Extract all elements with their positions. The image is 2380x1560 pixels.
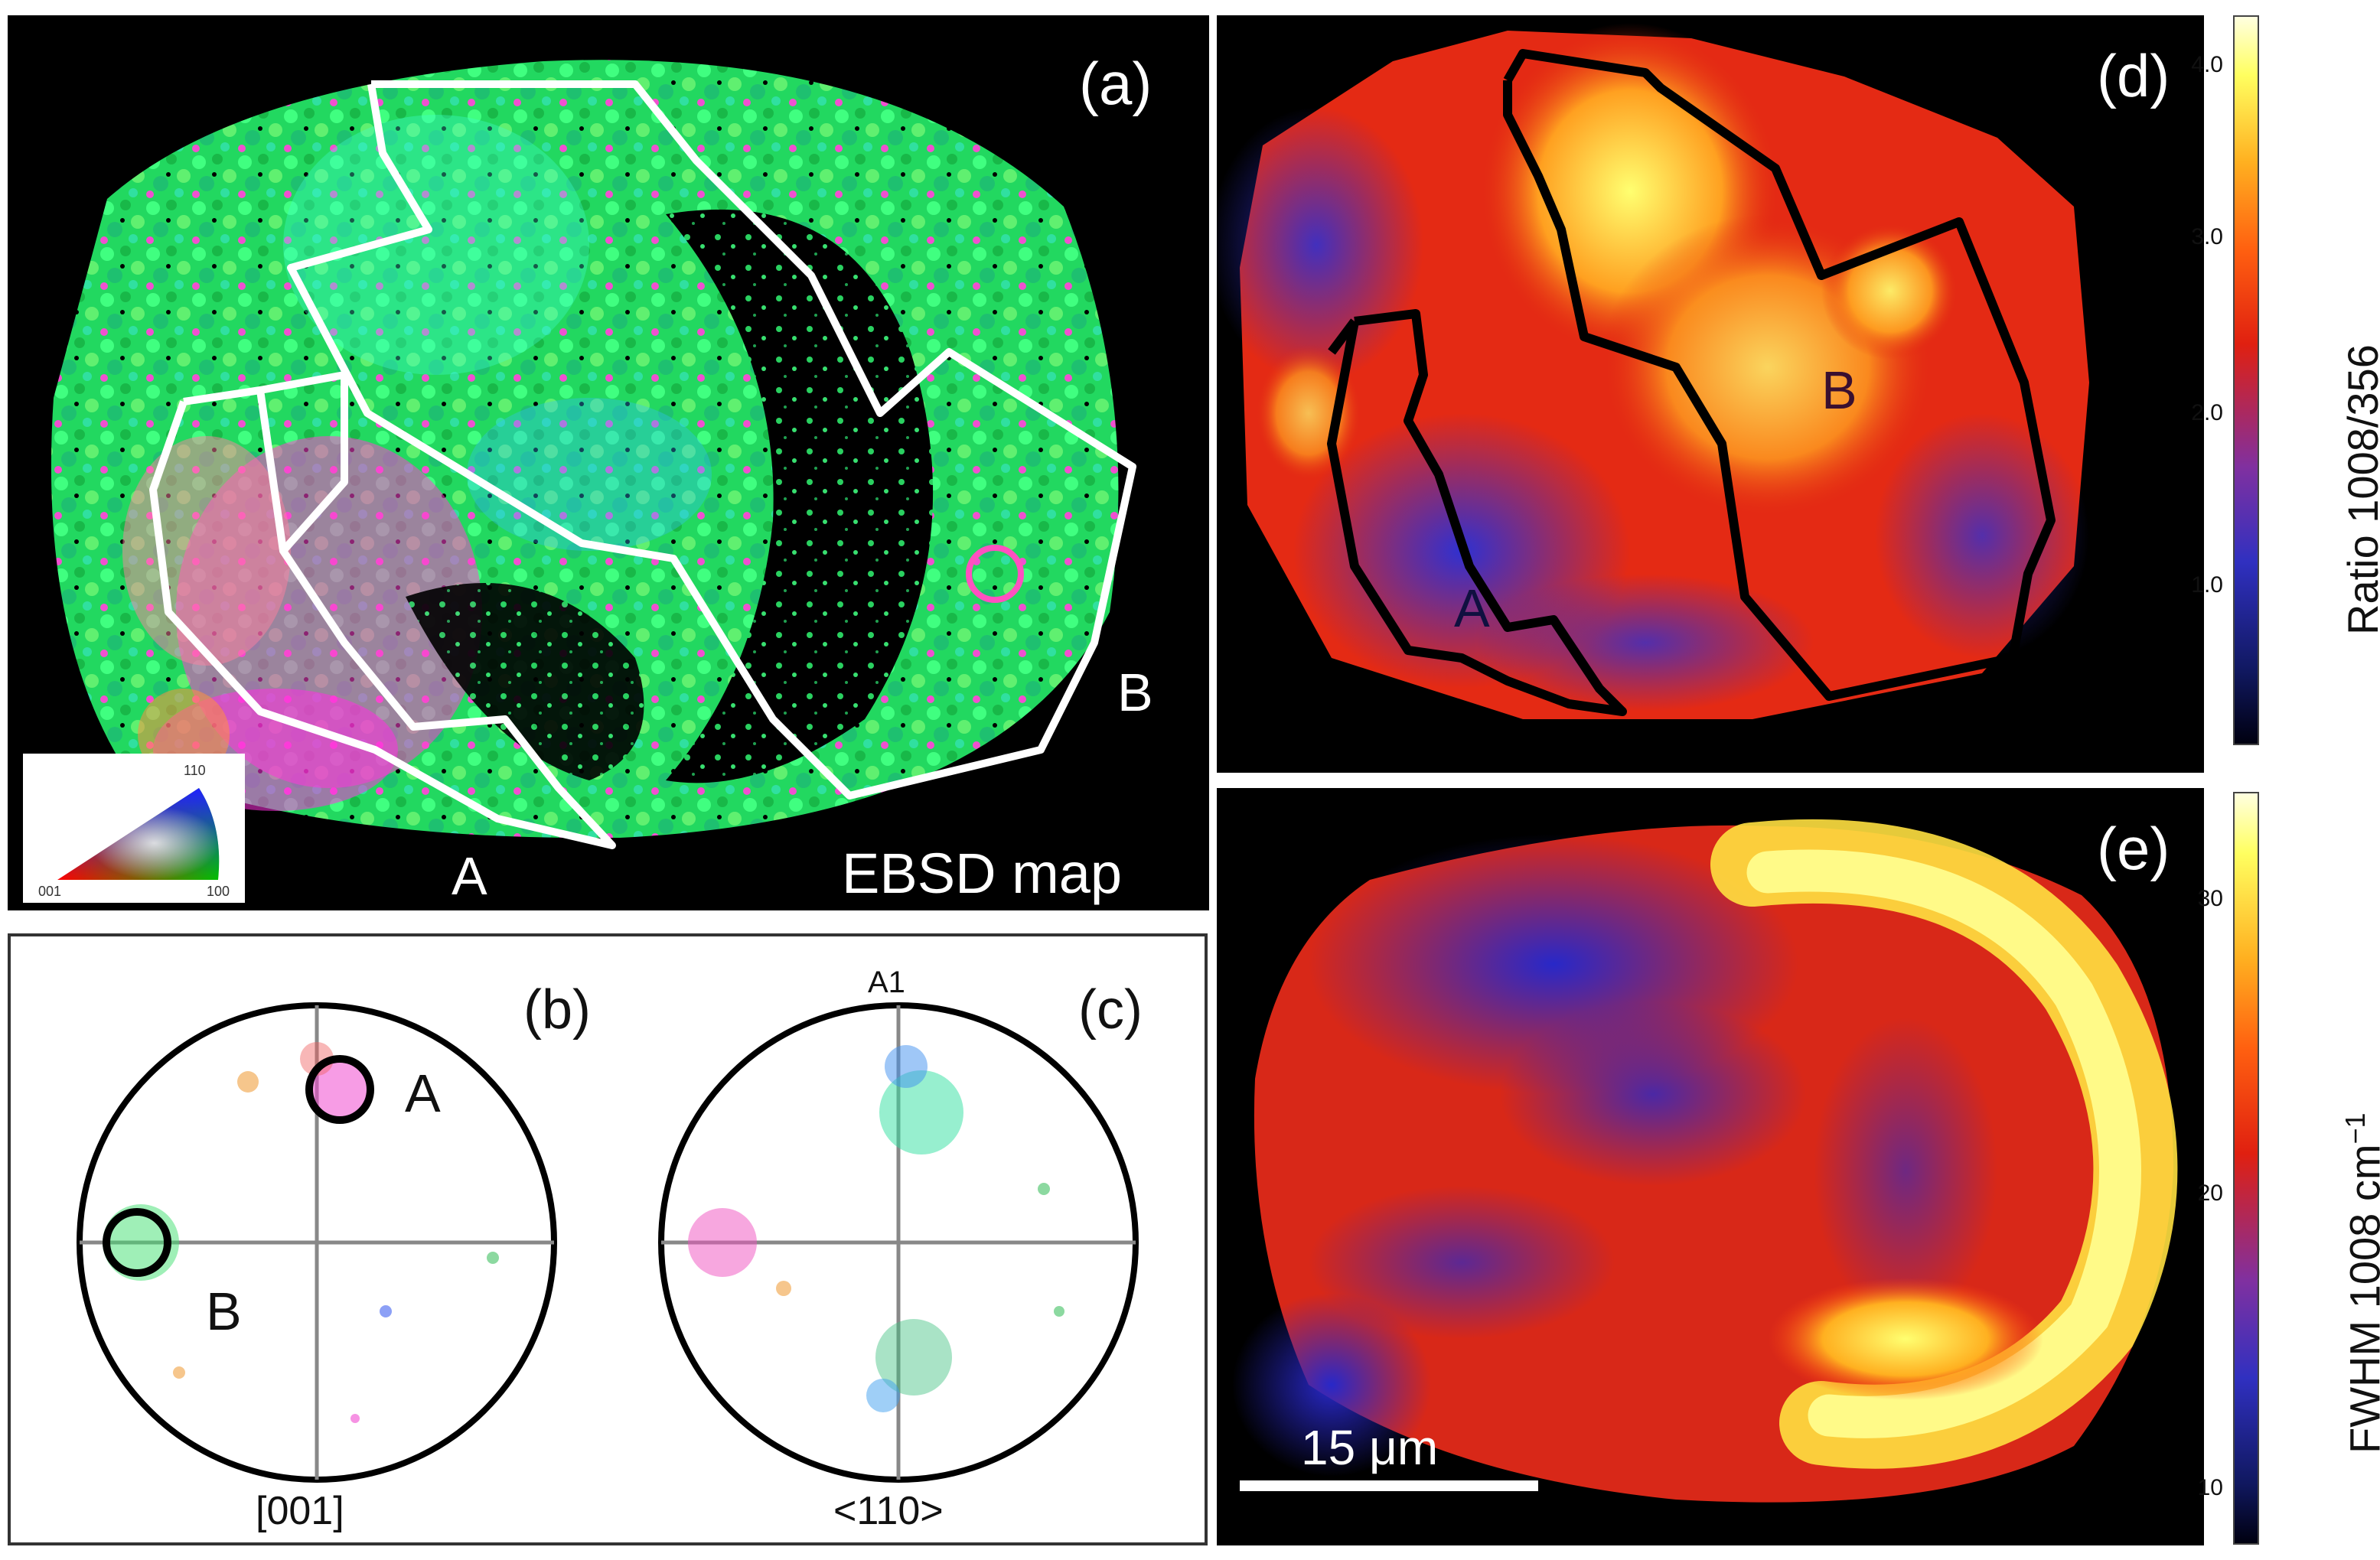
ratio-tick-1: 1.0 (2191, 572, 2223, 598)
panel-e-label: (e) (2097, 815, 2170, 882)
ratio-tick-3: 3.0 (2191, 224, 2223, 249)
ratio-tick-4: 4.0 (2191, 52, 2223, 77)
panel-e-fwhm-map: (e) 15 μm (1217, 788, 2204, 1545)
ratio-colorbar (2233, 15, 2259, 745)
pole-a-marker (305, 1055, 374, 1124)
fwhm-tick-30: 30 (2197, 886, 2223, 911)
ratio-tick-2: 2.0 (2191, 400, 2223, 425)
scale-bar (1240, 1480, 1538, 1491)
panel-a-label: (a) (1079, 50, 1153, 117)
ratio-region-b-label: B (1821, 360, 1857, 420)
pole-figure-110 (658, 1002, 1139, 1483)
fwhm-tick-10: 10 (2197, 1475, 2223, 1500)
ipf-key-label-100: 100 (207, 884, 230, 899)
panel-d-ratio-map: (d) B A (1217, 15, 2204, 773)
fwhm-colorbar (2233, 792, 2259, 1545)
ipf-key-label-001: 001 (38, 884, 62, 899)
pole-b-axis-label: [001] (256, 1489, 344, 1533)
ratio-map-image (1217, 23, 2089, 719)
ipf-key-label-110: 110 (184, 763, 206, 778)
ratio-colorbar-title: Ratio 1008/356 (2339, 344, 2380, 635)
ebsd-map-caption: EBSD map (842, 842, 1123, 905)
region-a-outline (149, 386, 616, 849)
pole-c-top-label: A1 (868, 966, 905, 999)
pole-figure-001 (77, 1002, 557, 1483)
region-a-label: A (452, 846, 487, 906)
pole-b-region-b: B (206, 1282, 242, 1341)
scale-bar-label: 15 μm (1301, 1420, 1439, 1475)
ebsd-map-image (51, 60, 1136, 849)
fwhm-colorbar-title: FWHM 1008 cm−1 (2339, 1112, 2380, 1454)
ratio-region-b-outline (1503, 49, 2056, 701)
region-b-label: B (1117, 663, 1153, 722)
pole-c-axis-label: <110> (833, 1489, 944, 1533)
panel-d-label: (d) (2097, 42, 2170, 109)
fwhm-tick-20: 20 (2197, 1181, 2223, 1206)
ratio-region-a-label: A (1454, 578, 1490, 638)
fwhm-colorbar-title-text: FWHM 1008 cm (2340, 1144, 2380, 1454)
fwhm-colorbar-title-sup: −1 (2339, 1112, 2371, 1145)
pole-b-region-a: A (405, 1063, 441, 1123)
fwhm-map-image (1232, 819, 2178, 1503)
region-b-outline (287, 80, 1136, 800)
panel-b-label: (b) (523, 979, 591, 1041)
ipf-color-key: 110 001 100 (23, 754, 245, 903)
ratio-region-a-outline (1327, 309, 1627, 716)
pole-b-marker (103, 1208, 171, 1277)
panel-c-label: (c) (1078, 979, 1143, 1041)
panel-a-ebsd-map: (a) B A EBSD map 11 (8, 15, 1209, 910)
panel-bc-pole-figures: (b) A B [001] (c) A1 <110> (8, 933, 1208, 1545)
